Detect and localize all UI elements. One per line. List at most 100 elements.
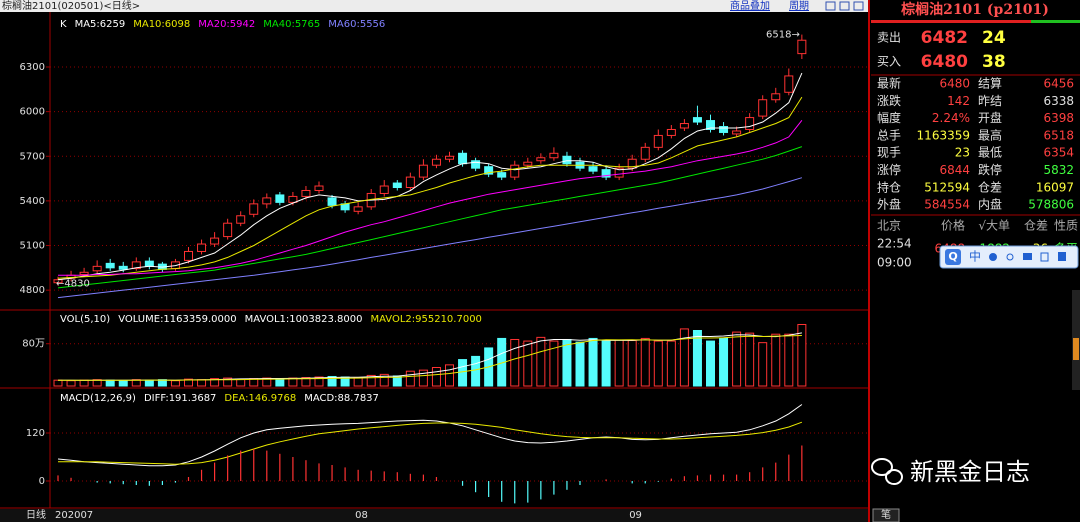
volume-bar — [771, 333, 781, 387]
candle-body — [144, 260, 154, 267]
volume-bar — [614, 339, 624, 387]
legend-entry: MAVOL2:955210.7000 — [370, 314, 481, 325]
menu-link[interactable]: 周期 — [789, 0, 809, 12]
candle-body — [431, 158, 441, 166]
volume-bar — [431, 367, 441, 387]
quote-value: 6354 — [1043, 146, 1074, 160]
quote-label: 最新 — [877, 76, 901, 91]
y-tick-label: 4800 — [20, 285, 45, 296]
legend-entry: DIFF:191.3687 — [144, 393, 216, 404]
bid-label: 买入 — [877, 55, 901, 69]
candle-body — [497, 172, 507, 178]
legend-entry: MACD:88.7837 — [304, 393, 379, 404]
toolbar-box — [939, 245, 1079, 269]
volume-bar — [679, 328, 689, 387]
quote-label: 最高 — [978, 127, 1002, 142]
quote-label: 昨结 — [978, 94, 1002, 108]
legend-entry: VOL(5,10) — [60, 314, 110, 325]
volume-bar — [275, 378, 285, 387]
quote-value: 6844 — [939, 163, 970, 177]
y-tick-label: 6300 — [20, 62, 45, 73]
y-tick-label: 5400 — [20, 196, 45, 207]
icon[interactable] — [853, 1, 864, 11]
candle-body — [706, 120, 715, 130]
quote-value: 142 — [947, 94, 970, 108]
volume-bar — [627, 340, 637, 387]
candle-body — [314, 185, 324, 191]
menu-link[interactable]: 商品叠加 — [730, 0, 770, 12]
icon[interactable] — [839, 1, 850, 11]
legend-entry: MA10:6098 — [133, 19, 190, 30]
x-tick-label: 202007 — [55, 510, 93, 521]
quote-label: 仓差 — [978, 180, 1002, 194]
bid-price: 6480 — [921, 52, 968, 72]
volume-bar — [692, 330, 702, 387]
volume-bar — [706, 340, 715, 387]
candle-body — [236, 215, 246, 224]
quote-label: 涨停 — [877, 162, 901, 177]
candle-body — [288, 195, 298, 203]
time-axis-bar — [0, 509, 868, 522]
quote-rows: 最新 6480 结算 6456 涨跌 142 昨结 6338 幅度 2.24% 开盘 6398 总手 11… — [877, 76, 1074, 212]
quote-label: 外盘 — [877, 197, 901, 212]
toolbar-icon[interactable] — [1058, 252, 1066, 261]
tab[interactable] — [872, 508, 900, 522]
candle-body — [679, 123, 689, 129]
legend-entry: MA5:6259 — [75, 19, 126, 30]
quote-label: 持仓 — [877, 179, 901, 194]
candle-body — [732, 130, 742, 135]
ma-line — [57, 96, 803, 279]
volume-bar — [66, 380, 76, 387]
candle-body — [327, 197, 337, 206]
candle-body — [262, 197, 272, 205]
quote-value: 584554 — [924, 198, 970, 212]
volume-bar — [640, 337, 650, 387]
candle-body — [484, 166, 494, 175]
indicator-line — [58, 421, 803, 465]
quote-value: 578806 — [1028, 198, 1074, 212]
ma-line — [57, 146, 803, 289]
candle-body — [627, 158, 637, 169]
volume-bar — [549, 340, 559, 387]
toolbar-lang[interactable]: 中 — [969, 249, 981, 264]
toolbar-icon[interactable] — [1040, 252, 1049, 262]
quote-label: 内盘 — [978, 197, 1002, 212]
candle-body — [405, 176, 415, 189]
y-tick-label: 80万 — [22, 339, 45, 350]
volume-bar — [118, 380, 128, 387]
candle-body — [614, 167, 624, 178]
volume-bar — [458, 359, 468, 387]
volume-bar — [523, 340, 533, 387]
icon[interactable] — [825, 1, 836, 11]
volume-bar — [197, 379, 207, 387]
legend-entry: VOLUME:1163359.0000 — [118, 314, 236, 325]
candle-body — [379, 185, 389, 194]
quote-value: 5832 — [1043, 163, 1074, 177]
volume-bar — [314, 376, 324, 387]
candle-body — [640, 146, 650, 160]
quote-lines — [871, 74, 1080, 216]
x-tick-label: 08 — [355, 510, 368, 521]
toolbar-search-text: Q — [948, 250, 957, 263]
toolbar-icon[interactable] — [989, 253, 997, 261]
tick-header: 性质 — [1054, 219, 1078, 233]
candle-body — [392, 182, 402, 189]
ma-line — [58, 119, 803, 276]
scroll-thumb[interactable] — [1073, 338, 1079, 360]
volume-bar — [784, 333, 794, 387]
quote-label: 跌停 — [978, 162, 1002, 177]
legend-entry: MA20:5942 — [198, 19, 255, 30]
candle-body — [549, 152, 559, 159]
ask-price: 6482 — [921, 28, 968, 48]
volume-bar — [366, 374, 376, 387]
toolbar-icon[interactable] — [1006, 253, 1014, 261]
legend: K MA5:6259 MA10:6098 MA20:5942 MA40:5765 MA60… — [60, 19, 385, 30]
toolbar-icon[interactable] — [1023, 253, 1032, 260]
candle-body — [523, 161, 533, 166]
candle-body — [53, 279, 63, 284]
candle-body — [210, 237, 220, 245]
quote-value: 6338 — [1043, 94, 1074, 108]
toolbar-search[interactable] — [945, 249, 961, 265]
candle-body — [601, 169, 611, 178]
watermark-icon — [885, 469, 903, 485]
